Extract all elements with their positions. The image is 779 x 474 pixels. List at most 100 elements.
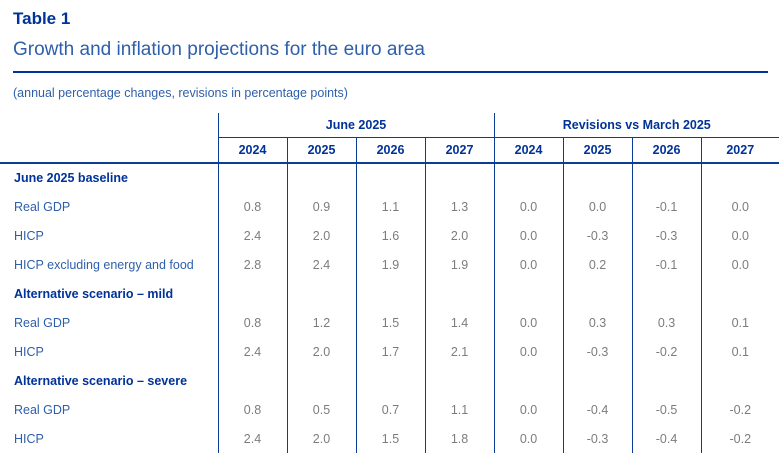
value-cell: 0.1: [700, 308, 779, 337]
table-note: (annual percentage changes, revisions in…: [13, 86, 348, 100]
value-cell: 0.8: [217, 308, 287, 337]
empty-cell: [286, 366, 356, 395]
value-cell: -0.2: [631, 337, 702, 366]
value-cell: 2.0: [286, 337, 356, 366]
empty-cell: [355, 279, 425, 308]
value-cell: 0.0: [493, 250, 564, 279]
data-row: HICP 2.4 2.0 1.7 2.1 0.0 -0.3 -0.2 0.1: [0, 337, 779, 366]
year-header-row: 2024 2025 2026 2027 2024 2025 2026 2027: [0, 137, 779, 164]
empty-cell: [424, 163, 495, 192]
data-row: Real GDP 0.8 0.9 1.1 1.3 0.0 0.0 -0.1 0.0: [0, 192, 779, 221]
section-label: Alternative scenario – mild: [14, 286, 174, 301]
page: Table 1 Growth and inflation projections…: [0, 9, 779, 474]
projections-table: June 2025 Revisions vs March 2025 2024 2…: [0, 113, 779, 453]
value-cell: 0.0: [700, 250, 779, 279]
data-row: HICP excluding energy and food 2.8 2.4 1.9 1…: [0, 250, 779, 279]
value-cell: 0.0: [493, 221, 564, 250]
row-label: Real GDP: [14, 315, 71, 330]
value-cell: -0.2: [700, 424, 779, 453]
empty-cell: [562, 366, 633, 395]
section-header-row: June 2025 baseline: [0, 163, 779, 192]
empty-cell: [217, 163, 287, 192]
value-cell: 1.5: [355, 424, 425, 453]
value-cell: 1.9: [424, 250, 495, 279]
value-cell: 0.0: [562, 192, 633, 221]
year-header: 2027: [700, 137, 779, 164]
section-header-row: Alternative scenario – severe: [0, 366, 779, 395]
value-cell: 2.8: [217, 250, 287, 279]
empty-cell: [700, 279, 779, 308]
empty-cell: [355, 366, 425, 395]
empty-cell: [700, 366, 779, 395]
empty-cell: [217, 366, 287, 395]
value-cell: 0.3: [631, 308, 702, 337]
row-label: Real GDP: [14, 402, 71, 417]
empty-cell: [424, 366, 495, 395]
column-group-revisions: Revisions vs March 2025: [493, 113, 779, 138]
table-number: Table 1: [13, 9, 71, 28]
value-cell: -0.3: [562, 221, 633, 250]
value-cell: 0.5: [286, 395, 356, 424]
year-header: 2024: [493, 137, 564, 164]
value-cell: 2.4: [217, 424, 287, 453]
empty-cell: [700, 163, 779, 192]
value-cell: 1.9: [355, 250, 425, 279]
column-group-row: June 2025 Revisions vs March 2025: [0, 113, 779, 138]
empty-cell: [631, 366, 702, 395]
empty-cell: [217, 279, 287, 308]
empty-cell: [355, 163, 425, 192]
row-label: HICP excluding energy and food: [14, 257, 194, 272]
value-cell: -0.1: [631, 192, 702, 221]
year-header: 2025: [562, 137, 633, 164]
year-header: 2027: [424, 137, 495, 164]
year-header: 2026: [631, 137, 702, 164]
empty-cell: [562, 279, 633, 308]
column-group-june-2025: June 2025: [217, 113, 495, 138]
value-cell: -0.5: [631, 395, 702, 424]
value-cell: 1.1: [355, 192, 425, 221]
value-cell: 1.2: [286, 308, 356, 337]
empty-cell: [562, 163, 633, 192]
value-cell: 2.0: [286, 424, 356, 453]
section-header-row: Alternative scenario – mild: [0, 279, 779, 308]
empty-cell: [493, 366, 564, 395]
value-cell: 0.0: [493, 192, 564, 221]
section-label: June 2025 baseline: [14, 171, 128, 185]
value-cell: 0.0: [700, 192, 779, 221]
year-header: 2024: [217, 137, 287, 164]
value-cell: -0.3: [562, 337, 633, 366]
section-label: Alternative scenario – severe: [14, 373, 188, 388]
value-cell: 1.7: [355, 337, 425, 366]
value-cell: 1.1: [424, 395, 495, 424]
empty-cell: [493, 163, 564, 192]
value-cell: 0.3: [562, 308, 633, 337]
value-cell: 0.0: [493, 308, 564, 337]
value-cell: 1.5: [355, 308, 425, 337]
value-cell: 2.4: [217, 337, 287, 366]
value-cell: 2.4: [286, 250, 356, 279]
data-row: HICP 2.4 2.0 1.6 2.0 0.0 -0.3 -0.3 0.0: [0, 221, 779, 250]
value-cell: -0.3: [562, 424, 633, 453]
value-cell: 0.0: [700, 221, 779, 250]
value-cell: 0.8: [217, 395, 287, 424]
value-cell: -0.3: [631, 221, 702, 250]
value-cell: 2.4: [217, 221, 287, 250]
data-row: HICP 2.4 2.0 1.5 1.8 0.0 -0.3 -0.4 -0.2: [0, 424, 779, 453]
empty-cell: [286, 279, 356, 308]
table-body: June 2025 baseline Real GDP 0.8 0.9 1.1 1.3 0.…: [0, 163, 779, 453]
value-cell: -0.4: [631, 424, 702, 453]
row-label: Real GDP: [14, 199, 71, 214]
year-header: 2025: [286, 137, 356, 164]
value-cell: 1.3: [424, 192, 495, 221]
value-cell: 1.4: [424, 308, 495, 337]
row-label: HICP: [14, 431, 44, 446]
row-label: HICP: [14, 344, 44, 359]
value-cell: 0.2: [562, 250, 633, 279]
row-label: HICP: [14, 228, 44, 243]
value-cell: 0.0: [493, 337, 564, 366]
value-cell: 1.8: [424, 424, 495, 453]
value-cell: 1.6: [355, 221, 425, 250]
empty-cell: [286, 163, 356, 192]
empty-cell: [493, 279, 564, 308]
value-cell: 2.1: [424, 337, 495, 366]
